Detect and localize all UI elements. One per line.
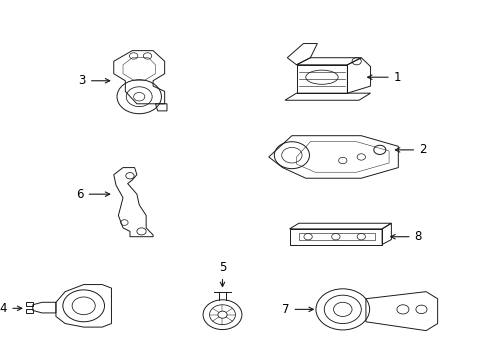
Bar (26, 309, 33, 313)
Text: 4: 4 (0, 302, 22, 315)
Text: 2: 2 (395, 143, 426, 156)
Text: 8: 8 (390, 230, 421, 243)
Text: 1: 1 (367, 71, 400, 84)
Text: 3: 3 (79, 74, 109, 87)
Text: 5: 5 (218, 261, 226, 287)
Text: 6: 6 (76, 188, 109, 201)
Bar (26, 302, 33, 306)
Text: 7: 7 (282, 303, 313, 316)
